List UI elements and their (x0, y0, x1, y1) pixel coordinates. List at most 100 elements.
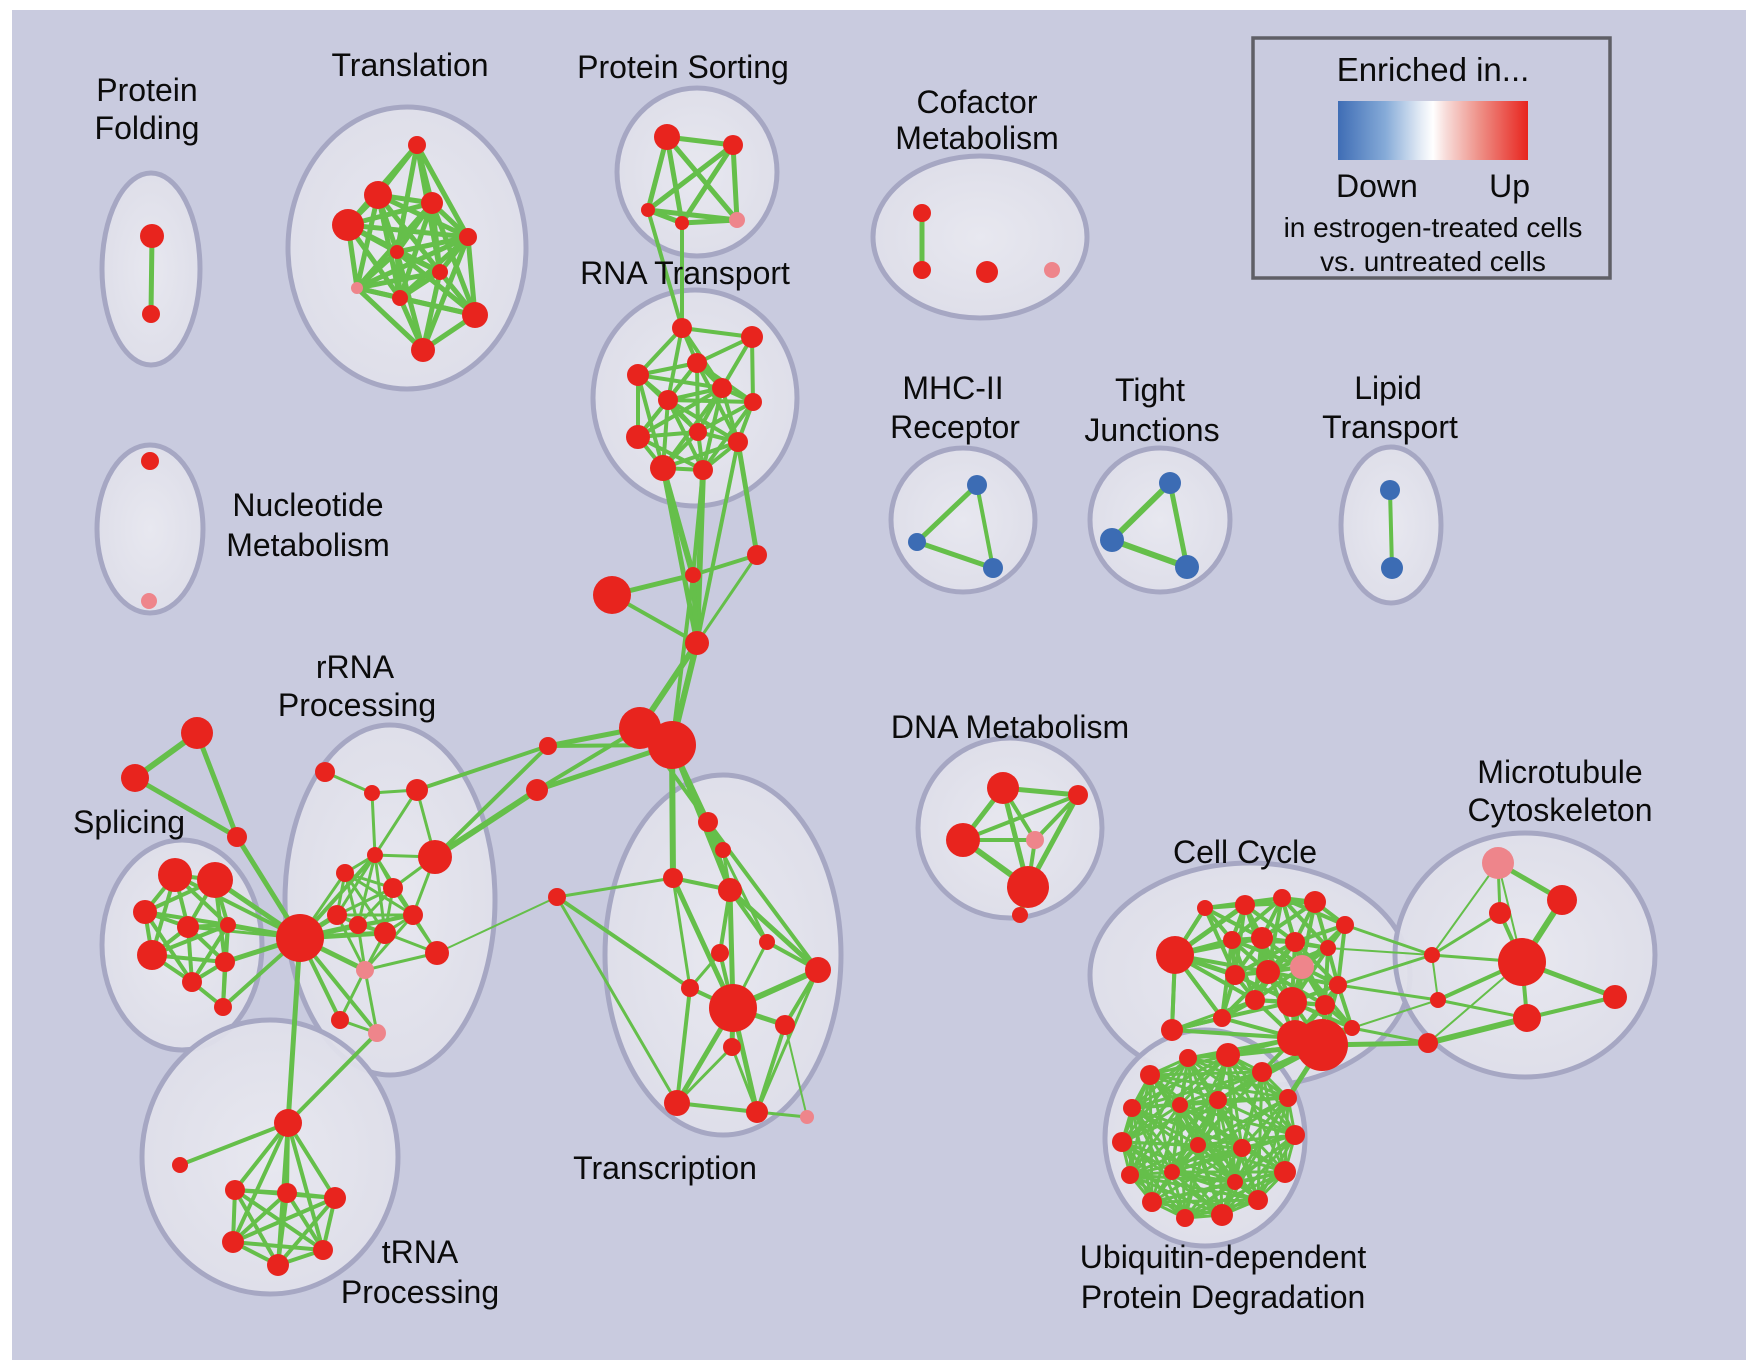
network-node-red-rna-transport (693, 460, 713, 480)
cluster-label-cofactor-metabolism: Cofactor (917, 84, 1038, 120)
network-edge (335, 913, 367, 972)
network-edge (433, 744, 550, 859)
network-edge (1130, 1070, 1264, 1110)
network-node-red-rna-transport (672, 318, 692, 338)
network-node-red-rna-transport (728, 432, 748, 452)
network-node-pink-translation (351, 282, 363, 294)
network-node-pink-cofactor-metabolism (1044, 262, 1060, 278)
legend-caption-line1: in estrogen-treated cells (1284, 212, 1583, 243)
network-edge (1170, 998, 1257, 1032)
cluster-label-mhc-ii-receptor: Receptor (890, 409, 1020, 445)
network-node-blue-tight-junctions (1159, 472, 1181, 494)
network-edge (701, 400, 755, 472)
network-edge (695, 440, 740, 645)
network-edge (1350, 1026, 1430, 1045)
network-node-red-rrna-processing (383, 878, 403, 898)
network-edge (363, 951, 439, 972)
cluster-ellipse-mhc-ii-receptor (888, 445, 1038, 595)
network-edge (415, 744, 550, 792)
network-edge (432, 787, 540, 860)
network-node-red-protein-sorting (723, 135, 743, 155)
network-node-red-rrna-processing (425, 941, 449, 965)
network-node-red-cell-cycle (1251, 927, 1273, 949)
network-edge (420, 269, 443, 353)
network-node-red-dna-metabolism (1068, 785, 1088, 805)
network-edge (1178, 1070, 1264, 1107)
network-node-red-cell-cycle (1296, 1019, 1348, 1071)
network-edge (1170, 1028, 1297, 1040)
network-node-red-trna-processing (277, 1183, 297, 1203)
network-edge (1216, 1098, 1297, 1137)
network-node-red-ubiquitin-dependent-protein-degradation (1179, 1049, 1197, 1067)
network-node-blue-mhc-ii-receptor (908, 533, 926, 551)
network-edge (335, 853, 377, 917)
network-edge (286, 1121, 337, 1200)
network-edge (285, 935, 303, 1126)
network-node-red-rrna-processing (327, 905, 347, 925)
network-edge (1425, 1015, 1530, 1046)
network-node-red-cell-cycle (1256, 960, 1280, 984)
network-edge (373, 788, 419, 857)
network-edge (727, 887, 821, 973)
network-edge (1336, 983, 1440, 1002)
network-node-red-rrna-processing (349, 916, 367, 934)
network-node-red-translation (459, 228, 477, 246)
network-node-red-cofactor-metabolism (913, 261, 931, 279)
network-edge (1351, 999, 1439, 1029)
cluster-label-microtubule-cytoskeleton: Microtubule (1477, 754, 1642, 790)
network-node-red-translation (392, 290, 408, 306)
network-node-red-microtubule-cytoskeleton (1498, 938, 1546, 986)
cluster-label-tight-junctions: Tight (1115, 372, 1185, 408)
legend-title: Enriched in... (1337, 51, 1530, 88)
network-node-red-ubiquitin-dependent-protein-degradation (1248, 1190, 1268, 1210)
network-node-red-ubiquitin-dependent-protein-degradation (1216, 1043, 1240, 1067)
network-edge (1178, 1103, 1237, 1184)
network-node-red-transcription (709, 984, 757, 1032)
network-edge (666, 398, 755, 404)
network-edge (914, 539, 996, 571)
network-node-pink-protein-sorting (729, 212, 745, 228)
network-edge (231, 1191, 289, 1244)
network-edge (286, 1031, 379, 1125)
network-node-red-transcription (805, 957, 831, 983)
network-node-red-dna-metabolism (946, 823, 980, 857)
network-edge (338, 968, 367, 1022)
network-node-red-cell-cycle (1156, 936, 1194, 974)
cluster-label-cofactor-metabolism: Metabolism (895, 120, 1059, 156)
network-node-red-bridge (121, 764, 149, 792)
network-edge (414, 142, 471, 240)
network-edge (335, 886, 395, 917)
network-node-red-splicing (182, 972, 202, 992)
network-node-red-translation (421, 192, 443, 214)
network-edge (961, 793, 1080, 842)
network-edge (1109, 537, 1190, 570)
network-edge (914, 482, 980, 545)
network-edge (735, 439, 760, 558)
cluster-label-rrna-processing: Processing (278, 687, 436, 723)
cluster-label-nucleotide-metabolism: Nucleotide (232, 487, 383, 523)
network-node-red-cell-cycle (1344, 1020, 1360, 1036)
network-edge (664, 134, 740, 223)
network-node-red-trna-processing (267, 1254, 289, 1276)
cluster-label-trna-processing: tRNA (382, 1234, 459, 1270)
network-node-red-splicing (220, 917, 236, 933)
network-node-red-trna-processing (313, 1240, 333, 1260)
network-node-red-splicing (158, 858, 192, 892)
network-node-red-bridge (685, 567, 701, 583)
network-edge (1033, 793, 1080, 842)
network-edge (660, 465, 700, 646)
cluster-label-cell-cycle: Cell Cycle (1173, 834, 1317, 870)
network-node-red-cofactor-metabolism (976, 261, 998, 283)
network-node-red-translation (432, 264, 448, 280)
network-node-red-ubiquitin-dependent-protein-degradation (1176, 1209, 1194, 1227)
network-node-pink-microtubule-cytoskeleton (1482, 847, 1514, 879)
cluster-label-splicing: Splicing (73, 804, 185, 840)
network-edge (233, 1188, 280, 1267)
network-node-red-transcription (718, 878, 742, 902)
network-edge (675, 986, 692, 1105)
network-edge (231, 1121, 290, 1244)
network-edge (1431, 862, 1499, 956)
network-edge (1170, 1103, 1182, 1174)
network-edge (1130, 1106, 1244, 1150)
network-node-red-protein-folding (140, 224, 164, 248)
